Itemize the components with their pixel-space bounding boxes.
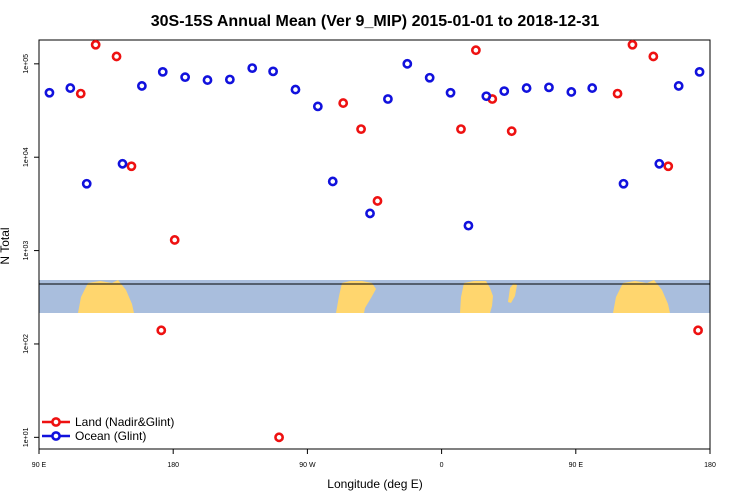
ocean-data-point (481, 91, 492, 102)
x-tick-label: 90 W (299, 462, 316, 469)
land-australia-1 (78, 280, 134, 313)
y-tick-label: 1e+02 (23, 334, 30, 354)
ocean-data-point (383, 94, 393, 104)
land-data-point (126, 161, 137, 172)
land-madagascar (508, 283, 517, 303)
land-africa (460, 281, 493, 313)
x-tick-label: 180 (167, 462, 179, 469)
ocean-data-point (157, 66, 168, 77)
ocean-data-point (463, 220, 474, 231)
ocean-data-point (566, 87, 577, 97)
ocean-data-point (327, 176, 338, 187)
x-tick-label: 0 (440, 462, 444, 469)
land-data-point (456, 124, 466, 135)
map-inset (39, 280, 710, 313)
ocean-data-point (499, 86, 510, 97)
land-data-point (612, 88, 623, 99)
ocean-data-point (81, 178, 92, 189)
ocean-data-point (136, 81, 147, 91)
ocean-data-point (247, 63, 258, 74)
land-data-point (356, 124, 366, 135)
chart-title: 30S-15S Annual Mean (Ver 9_MIP) 2015-01-… (151, 13, 600, 30)
ocean-data-point (587, 83, 598, 93)
land-data-point (274, 432, 284, 443)
ocean-data-point (445, 87, 456, 98)
ocean-data-point (618, 178, 629, 189)
y-axis-label: N Total (0, 227, 12, 264)
land-data-point (506, 126, 517, 137)
ocean-data-point (224, 74, 235, 85)
ocean-data-point (202, 75, 213, 85)
y-tick-label: 1e+05 (23, 54, 30, 74)
land-data-point (470, 45, 481, 56)
ocean-data-point (312, 101, 323, 112)
ocean-data-point (521, 83, 532, 93)
y-axis: 1e+01 1e+02 1e+03 1e+04 1e+05 (23, 54, 39, 447)
ocean-data-point (673, 81, 684, 91)
land-data-point (372, 196, 383, 206)
map-land (78, 280, 670, 313)
legend-label-ocean: Ocean (Glint) (75, 429, 146, 443)
ocean-data-point (402, 58, 413, 69)
ocean-data-point (180, 72, 191, 83)
ocean-data-point (268, 66, 279, 77)
land-data-point (169, 235, 180, 245)
land-south-america (336, 281, 376, 313)
ocean-data-point (65, 83, 76, 93)
x-tick-label: 180 (704, 462, 716, 469)
land-data-point (663, 161, 674, 172)
land-australia-2 (613, 280, 670, 313)
map-ocean (39, 280, 710, 313)
ocean-data-point (544, 82, 554, 93)
plot-frame (38, 39, 711, 450)
legend-label-land: Land (Nadir&Glint) (75, 415, 174, 429)
ocean-data-point (117, 158, 128, 169)
land-data-point (156, 325, 167, 336)
ocean-data-point (365, 208, 375, 219)
y-tick-label: 1e+04 (23, 147, 30, 167)
legend-marker-ocean (51, 431, 61, 441)
ocean-data-point (44, 87, 55, 98)
ocean-data-point (290, 84, 301, 95)
land-data-point (75, 88, 86, 99)
x-axis: 90 E 180 90 W 0 90 E 180 (32, 449, 716, 469)
land-data-point (648, 51, 659, 62)
data-points (44, 39, 705, 443)
ocean-data-point (654, 158, 665, 169)
x-tick-label: 90 E (569, 462, 584, 469)
y-tick-label: 1e+03 (23, 241, 30, 261)
x-axis-label: Longitude (deg E) (327, 477, 422, 491)
ocean-data-point (694, 66, 705, 77)
legend-marker-land (51, 417, 61, 427)
x-tick-label: 90 E (32, 462, 47, 469)
land-data-point (90, 39, 101, 50)
land-data-point (627, 39, 638, 50)
land-data-point (693, 325, 703, 336)
land-data-point (111, 51, 122, 62)
legend: Land (Nadir&Glint)Ocean (Glint) (42, 415, 174, 443)
land-data-point (338, 98, 349, 108)
ocean-data-point (424, 72, 435, 83)
y-tick-label: 1e+01 (23, 427, 30, 447)
